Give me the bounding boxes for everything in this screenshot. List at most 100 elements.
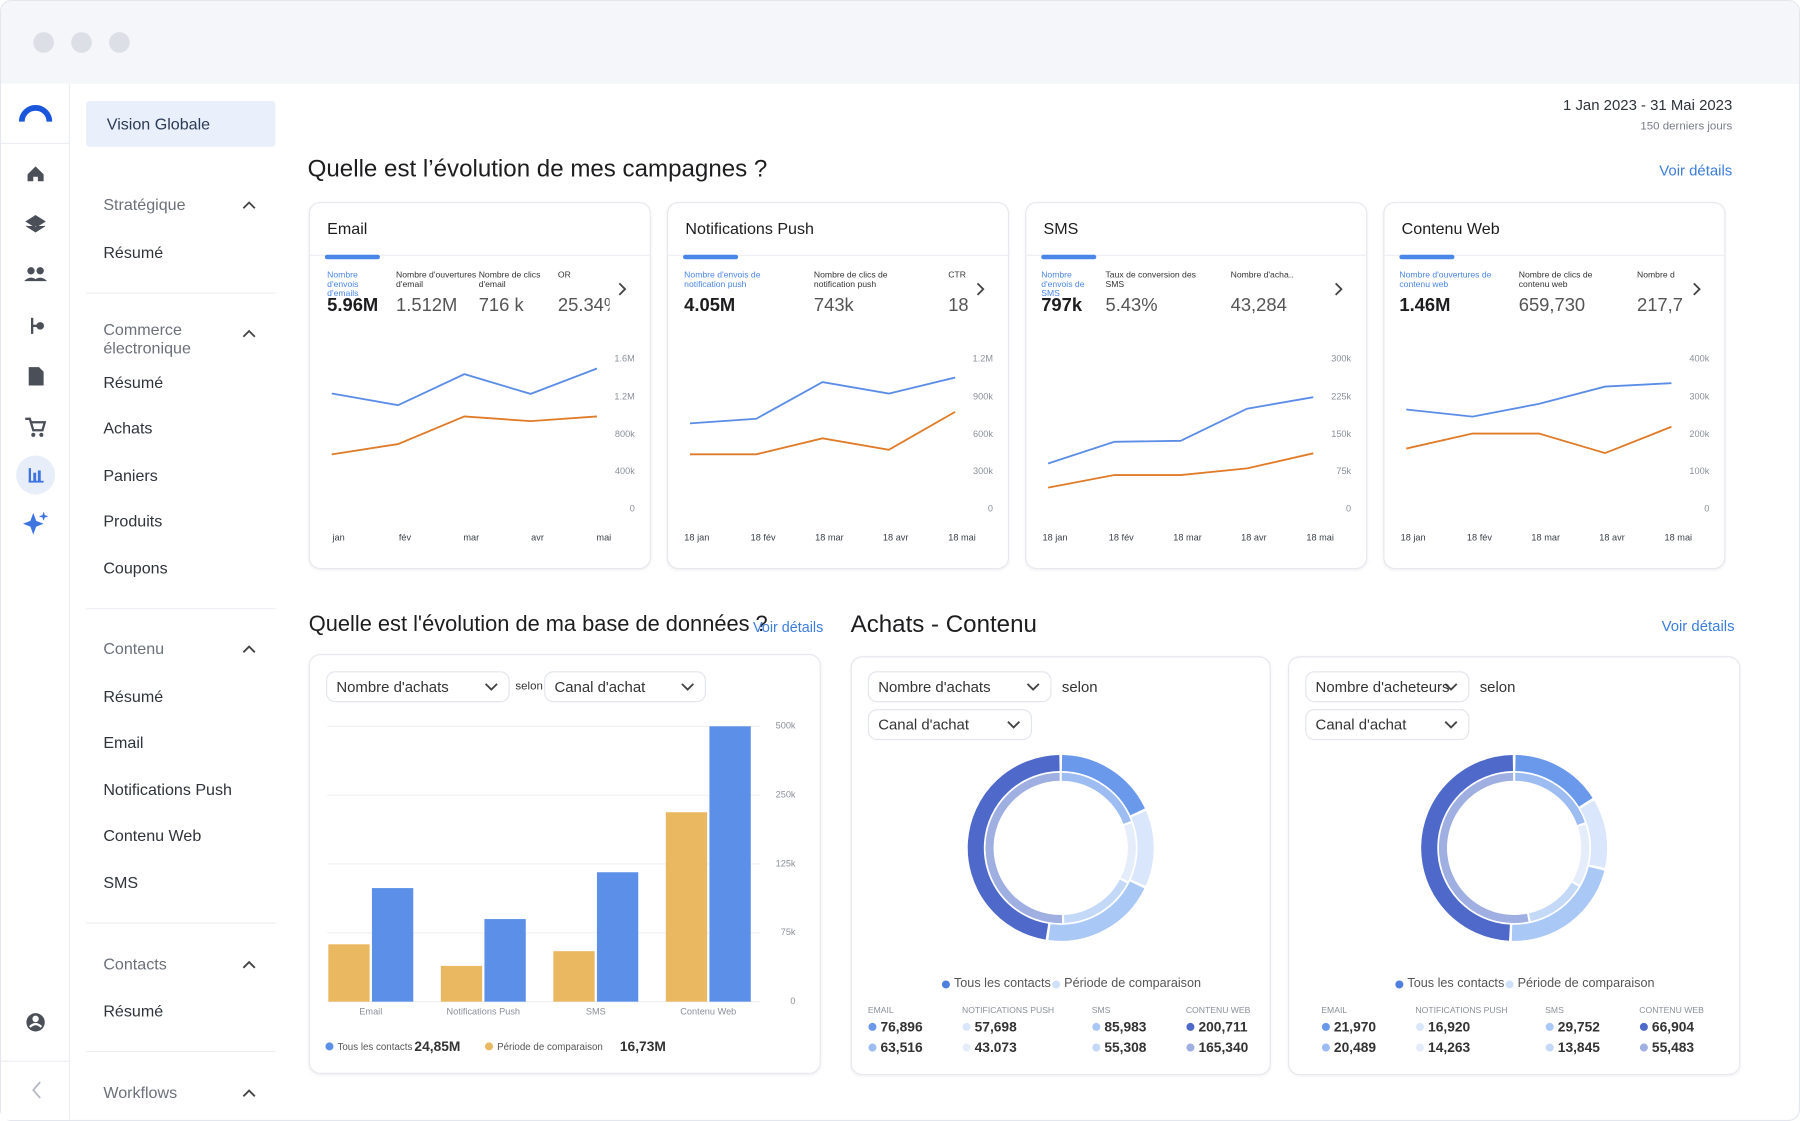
x-tick-label: mar	[463, 532, 480, 543]
card-title[interactable]: Email	[327, 218, 368, 238]
selector-joiner: selon	[515, 680, 543, 694]
ai-icon[interactable]	[22, 511, 49, 535]
y-tick-label: 300k	[1331, 353, 1352, 364]
metrics-strip: Nombre d'envois de SMS 797k Taux de conver…	[1037, 267, 1326, 319]
y-tick-label: 0	[790, 996, 796, 1007]
card-title[interactable]: Contenu Web	[1401, 218, 1500, 238]
table-header: CONTENU WEB	[1639, 1004, 1704, 1015]
value-label: 14,263	[1428, 1039, 1471, 1056]
x-tick-label: 18 fév	[750, 532, 776, 543]
card-title[interactable]: Notifications Push	[685, 218, 814, 238]
tab-indicator	[324, 254, 380, 260]
dropdown[interactable]	[326, 671, 510, 703]
dropdown[interactable]	[544, 671, 706, 703]
donut-segment	[1063, 879, 1128, 923]
nav-item[interactable]: SMS	[103, 873, 139, 892]
metric-value: 659,730	[1518, 296, 1586, 316]
campaign-card	[1383, 201, 1726, 570]
details-link[interactable]: Voir détails	[753, 619, 824, 636]
nav-item[interactable]: Achats	[103, 419, 153, 438]
home-icon[interactable]	[27, 166, 44, 182]
layers-icon[interactable]	[25, 215, 46, 233]
line-series	[331, 367, 598, 407]
legend-label: Tous les contacts	[1407, 976, 1505, 991]
details-link[interactable]: Voir détails	[1659, 161, 1733, 180]
dropdown-label[interactable]: Nombre d'achats	[878, 677, 991, 695]
nav-item[interactable]: Coupons	[103, 558, 168, 578]
metric-value: 5.96M	[327, 296, 379, 316]
dropdown[interactable]	[867, 671, 1052, 703]
line-series	[1047, 396, 1314, 465]
tab-indicator	[1041, 254, 1097, 260]
value-dot	[962, 1022, 971, 1031]
dropdown-label[interactable]: Nombre d'acheteurs	[1315, 677, 1450, 695]
document-icon[interactable]	[28, 367, 44, 386]
nav-item[interactable]: Résumé	[103, 242, 164, 262]
analytics-icon[interactable]	[28, 468, 44, 483]
legend-total: 24,85M	[414, 1038, 461, 1055]
x-tick-label: 18 jan	[1042, 532, 1068, 543]
metric-value: 1.46M	[1399, 296, 1451, 316]
value-dot	[1186, 1043, 1195, 1052]
nav-active-label[interactable]: Vision Globale	[106, 114, 211, 134]
dropdown[interactable]	[867, 709, 1033, 741]
y-tick-label: 300k	[973, 466, 993, 477]
flow-icon[interactable]	[30, 317, 44, 334]
chevron-icon	[618, 282, 627, 296]
bar	[596, 872, 639, 1002]
nav-item[interactable]: Notifications Push	[103, 779, 232, 799]
nav-section[interactable]: Commerce électronique	[103, 320, 191, 357]
legend-total: 16,73M	[619, 1038, 666, 1055]
account-icon[interactable]	[26, 1013, 45, 1032]
y-tick-label: 225k	[1331, 391, 1352, 402]
legend-label: Période de comparaison	[497, 1040, 603, 1053]
section-title: Quelle est l'évolution de ma base de don…	[308, 612, 768, 637]
dropdown-label[interactable]: Nombre d'achats	[336, 677, 449, 695]
metric-value: 217,7	[1636, 296, 1683, 316]
nav-section[interactable]: Stratégique	[103, 195, 186, 214]
legend-dot	[941, 980, 950, 989]
cart-icon[interactable]	[25, 417, 47, 437]
donut-segment	[1048, 881, 1145, 941]
dropdown-label[interactable]: Canal d'achat	[554, 677, 646, 695]
metric-label: Nombre de clics d'email	[478, 270, 541, 290]
nav-item[interactable]: Contenu Web	[103, 826, 202, 845]
donut-segment	[1572, 824, 1590, 885]
value-label: 29,752	[1557, 1018, 1600, 1035]
y-tick-label: 900k	[973, 391, 993, 402]
value-label: 55,308	[1104, 1039, 1147, 1056]
nav-section[interactable]: Contenu	[103, 639, 165, 658]
nav-item[interactable]: Email	[103, 733, 144, 752]
nav-section[interactable]: Contacts	[103, 954, 167, 973]
table-header: SMS	[1545, 1004, 1564, 1015]
active-nav-item[interactable]	[86, 100, 276, 147]
card-title[interactable]: SMS	[1043, 218, 1079, 238]
nav-section[interactable]: Workflows	[103, 1083, 178, 1102]
dropdown-label[interactable]: Canal d'achat	[1315, 715, 1407, 733]
x-tick-label: SMS	[585, 1006, 606, 1017]
nav-item[interactable]: Produits	[103, 512, 163, 531]
legend-label: Tous les contacts	[953, 976, 1051, 991]
y-tick-label: 800k	[614, 428, 635, 440]
collapse-icon[interactable]	[32, 1081, 41, 1099]
details-link[interactable]: Voir détails	[1661, 617, 1735, 635]
nav-item[interactable]: Résumé	[103, 372, 164, 391]
nav-divider	[86, 1051, 276, 1053]
metric-value: 1.512M	[396, 296, 458, 316]
x-tick-label: 18 fév	[1108, 532, 1134, 543]
dropdown[interactable]	[1305, 709, 1470, 741]
value-label: 57,698	[974, 1018, 1017, 1035]
nav-item[interactable]: Paniers	[103, 465, 158, 484]
chevron-icon	[242, 645, 256, 653]
nav-item[interactable]: Résumé	[103, 1001, 164, 1020]
dropdown-label[interactable]: Canal d'achat	[878, 715, 969, 733]
y-tick-label: 0	[1346, 503, 1352, 515]
nav-item[interactable]: Résumé	[103, 686, 164, 706]
x-tick-label: mai	[596, 532, 612, 543]
chevron-icon	[681, 683, 695, 691]
donut-segment	[1438, 772, 1529, 924]
contacts-icon[interactable]	[24, 267, 48, 282]
y-tick-label: 125k	[775, 858, 796, 869]
metric-value: 5.43%	[1105, 296, 1158, 316]
dropdown[interactable]	[1305, 671, 1470, 703]
